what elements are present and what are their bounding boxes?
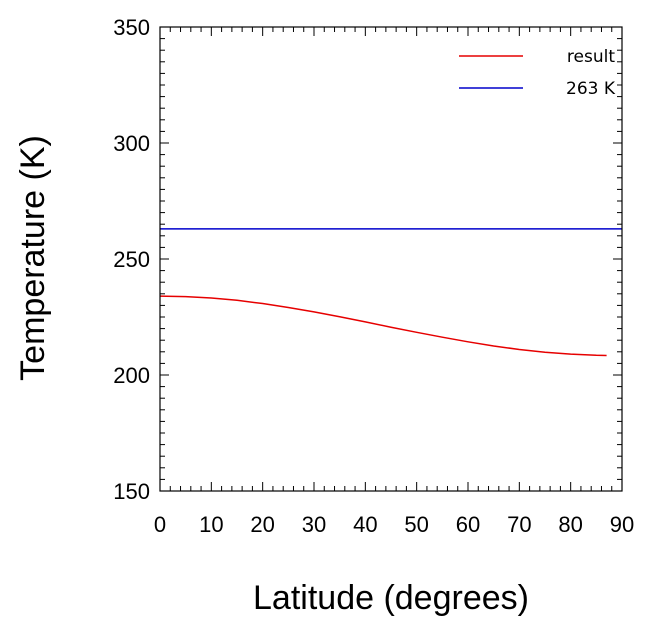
series-lines <box>159 228 622 357</box>
y-tick-label: 200 <box>113 363 150 388</box>
x-tick-label: 80 <box>558 512 582 537</box>
plot-frame <box>159 26 623 492</box>
y-tick-label: 300 <box>113 131 150 156</box>
y-tick-label: 250 <box>113 247 150 272</box>
series-line-result <box>159 295 607 357</box>
y-tick-label: 350 <box>113 15 150 40</box>
legend: result 263 K <box>459 47 616 99</box>
x-axis-label: Latitude (degrees) <box>253 579 529 617</box>
x-tick-label: 0 <box>154 512 166 537</box>
x-tick-label: 20 <box>250 512 274 537</box>
x-tick-label: 50 <box>404 512 428 537</box>
x-tick-label: 40 <box>353 512 377 537</box>
y-tick-label: 150 <box>113 479 150 504</box>
x-tick-label: 30 <box>302 512 326 537</box>
x-tick-label: 70 <box>507 512 531 537</box>
axis-ticks <box>159 26 623 492</box>
legend-label-result: result <box>567 47 615 67</box>
x-tick-label: 60 <box>456 512 480 537</box>
x-tick-label: 10 <box>199 512 223 537</box>
x-tick-label: 90 <box>610 512 634 537</box>
y-axis-label: Temperature (K) <box>14 135 52 381</box>
tick-labels: 0 10 20 30 40 50 60 70 80 90 150 200 250 300 350 <box>113 15 634 537</box>
legend-label-263-k: 263 K <box>566 79 616 99</box>
